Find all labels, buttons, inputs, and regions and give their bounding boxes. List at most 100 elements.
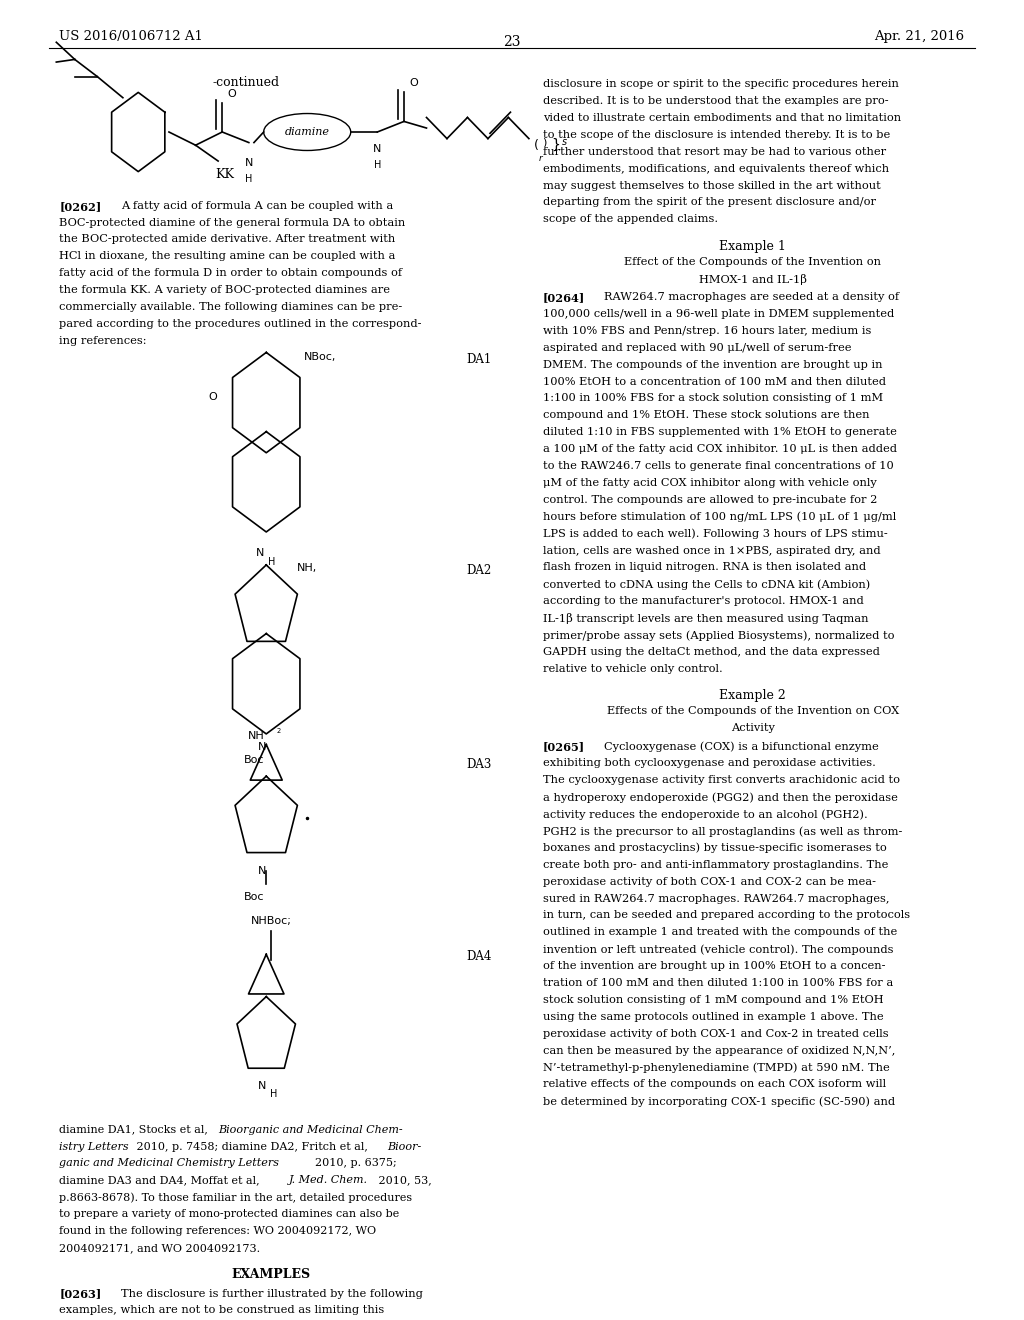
Text: 2010, p. 7458; diamine DA2, Fritch et al,: 2010, p. 7458; diamine DA2, Fritch et al…	[133, 1142, 372, 1151]
Text: 23: 23	[503, 36, 521, 49]
Text: create both pro- and anti-inflammatory prostaglandins. The: create both pro- and anti-inflammatory p…	[543, 859, 888, 870]
Text: to the scope of the disclosure is intended thereby. It is to be: to the scope of the disclosure is intend…	[543, 129, 890, 140]
Text: according to the manufacturer's protocol. HMOX-1 and: according to the manufacturer's protocol…	[543, 597, 863, 606]
Text: s: s	[562, 137, 567, 148]
Text: DA4: DA4	[466, 949, 492, 962]
Text: }: }	[552, 139, 560, 152]
Text: [0263]: [0263]	[59, 1288, 101, 1299]
Text: found in the following references: WO 2004092172, WO: found in the following references: WO 20…	[59, 1226, 377, 1236]
Text: of the invention are brought up in 100% EtOH to a concen-: of the invention are brought up in 100% …	[543, 961, 885, 972]
Text: Effect of the Compounds of the Invention on: Effect of the Compounds of the Invention…	[625, 256, 881, 267]
Text: N: N	[245, 158, 253, 169]
Text: aspirated and replaced with 90 μL/well of serum-free: aspirated and replaced with 90 μL/well o…	[543, 343, 851, 352]
Text: O: O	[208, 392, 217, 403]
Text: NBoc,: NBoc,	[304, 351, 337, 362]
Text: diamine: diamine	[285, 127, 330, 137]
Text: sured in RAW264.7 macrophages. RAW264.7 macrophages,: sured in RAW264.7 macrophages. RAW264.7 …	[543, 894, 889, 904]
Text: PGH2 is the precursor to all prostaglandins (as well as throm-: PGH2 is the precursor to all prostagland…	[543, 826, 902, 837]
Text: N: N	[258, 1081, 266, 1092]
Text: boxanes and prostacyclins) by tissue-specific isomerases to: boxanes and prostacyclins) by tissue-spe…	[543, 843, 887, 854]
Text: BOC-protected diamine of the general formula DA to obtain: BOC-protected diamine of the general for…	[59, 218, 406, 227]
Text: Example 1: Example 1	[719, 240, 786, 252]
Text: Apr. 21, 2016: Apr. 21, 2016	[874, 30, 965, 44]
Text: NH: NH	[248, 731, 264, 742]
Text: Boc: Boc	[244, 892, 264, 903]
Text: Bioorganic and Medicinal Chem-: Bioorganic and Medicinal Chem-	[218, 1125, 402, 1135]
Text: Bioor-: Bioor-	[387, 1142, 421, 1151]
Text: a 100 μM of the fatty acid COX inhibitor. 10 μL is then added: a 100 μM of the fatty acid COX inhibitor…	[543, 444, 897, 454]
Text: KK: KK	[216, 168, 234, 181]
Text: may suggest themselves to those skilled in the art without: may suggest themselves to those skilled …	[543, 181, 881, 190]
Text: p.8663-8678). To those familiar in the art, detailed procedures: p.8663-8678). To those familiar in the a…	[59, 1192, 413, 1203]
Text: US 2016/0106712 A1: US 2016/0106712 A1	[59, 30, 204, 44]
Text: peroxidase activity of both COX-1 and Cox-2 in treated cells: peroxidase activity of both COX-1 and Co…	[543, 1028, 889, 1039]
Text: O: O	[410, 78, 418, 88]
Text: vided to illustrate certain embodiments and that no limitation: vided to illustrate certain embodiments …	[543, 114, 901, 123]
Text: 100% EtOH to a concentration of 100 mM and then diluted: 100% EtOH to a concentration of 100 mM a…	[543, 376, 886, 387]
Text: N’-tetramethyl-p-phenylenediamine (TMPD) at 590 nM. The: N’-tetramethyl-p-phenylenediamine (TMPD)…	[543, 1063, 890, 1073]
Text: N: N	[258, 742, 266, 752]
Text: exhibiting both cyclooxygenase and peroxidase activities.: exhibiting both cyclooxygenase and perox…	[543, 759, 876, 768]
Text: diamine DA1, Stocks et al,: diamine DA1, Stocks et al,	[59, 1125, 212, 1135]
Text: N: N	[258, 866, 266, 876]
Text: -continued: -continued	[212, 75, 280, 88]
Text: The cyclooxygenase activity first converts arachidonic acid to: The cyclooxygenase activity first conver…	[543, 775, 900, 785]
Text: NHBoc;: NHBoc;	[251, 916, 292, 927]
Text: outlined in example 1 and treated with the compounds of the: outlined in example 1 and treated with t…	[543, 928, 897, 937]
Text: relative effects of the compounds on each COX isoform will: relative effects of the compounds on eac…	[543, 1080, 886, 1089]
Text: $_2$: $_2$	[276, 726, 283, 737]
Text: primer/probe assay sets (Applied Biosystems), normalized to: primer/probe assay sets (Applied Biosyst…	[543, 630, 894, 640]
Text: 1:100 in 100% FBS for a stock solution consisting of 1 mM: 1:100 in 100% FBS for a stock solution c…	[543, 393, 883, 404]
Text: DA2: DA2	[466, 564, 492, 577]
Text: 2010, p. 6375;: 2010, p. 6375;	[308, 1159, 397, 1168]
Text: EXAMPLES: EXAMPLES	[231, 1269, 311, 1282]
Text: diamine DA3 and DA4, Moffat et al,: diamine DA3 and DA4, Moffat et al,	[59, 1175, 263, 1185]
Text: r: r	[540, 154, 543, 164]
Text: H: H	[374, 160, 381, 170]
Text: be determined by incorporating COX-1 specific (SC-590) and: be determined by incorporating COX-1 spe…	[543, 1097, 895, 1107]
Text: scope of the appended claims.: scope of the appended claims.	[543, 214, 718, 224]
Text: compound and 1% EtOH. These stock solutions are then: compound and 1% EtOH. These stock soluti…	[543, 411, 869, 420]
Text: examples, which are not to be construed as limiting this: examples, which are not to be construed …	[59, 1305, 385, 1316]
Text: [0262]: [0262]	[59, 201, 101, 211]
Text: using the same protocols outlined in example 1 above. The: using the same protocols outlined in exa…	[543, 1012, 884, 1022]
Text: relative to vehicle only control.: relative to vehicle only control.	[543, 664, 723, 673]
Text: J. Med. Chem.: J. Med. Chem.	[289, 1175, 368, 1185]
Text: activity reduces the endoperoxide to an alcohol (PGH2).: activity reduces the endoperoxide to an …	[543, 809, 867, 820]
Text: ): )	[543, 137, 547, 148]
Text: HMOX-1 and IL-1β: HMOX-1 and IL-1β	[698, 273, 807, 285]
Text: N: N	[256, 548, 264, 558]
Text: lation, cells are washed once in 1×PBS, aspirated dry, and: lation, cells are washed once in 1×PBS, …	[543, 545, 881, 556]
Text: 100,000 cells/well in a 96-well plate in DMEM supplemented: 100,000 cells/well in a 96-well plate in…	[543, 309, 894, 319]
Text: disclosure in scope or spirit to the specific procedures herein: disclosure in scope or spirit to the spe…	[543, 79, 899, 90]
Text: RAW264.7 macrophages are seeded at a density of: RAW264.7 macrophages are seeded at a den…	[604, 292, 899, 302]
Text: departing from the spirit of the present disclosure and/or: departing from the spirit of the present…	[543, 198, 876, 207]
Text: IL-1β transcript levels are then measured using Taqman: IL-1β transcript levels are then measure…	[543, 612, 868, 624]
Text: N: N	[373, 144, 382, 154]
Text: HCl in dioxane, the resulting amine can be coupled with a: HCl in dioxane, the resulting amine can …	[59, 251, 395, 261]
Text: Cyclooxygenase (COX) is a bifunctional enzyme: Cyclooxygenase (COX) is a bifunctional e…	[604, 742, 879, 752]
Text: O: O	[227, 88, 237, 99]
Text: istry Letters: istry Letters	[59, 1142, 129, 1151]
Text: A fatty acid of formula A can be coupled with a: A fatty acid of formula A can be coupled…	[121, 201, 393, 211]
Text: fatty acid of the formula D in order to obtain compounds of: fatty acid of the formula D in order to …	[59, 268, 402, 279]
Text: DA1: DA1	[466, 352, 492, 366]
Text: Boc: Boc	[244, 755, 264, 766]
Text: described. It is to be understood that the examples are pro-: described. It is to be understood that t…	[543, 96, 889, 106]
Text: commercially available. The following diamines can be pre-: commercially available. The following di…	[59, 302, 402, 312]
Text: Activity: Activity	[731, 723, 774, 733]
Text: [0264]: [0264]	[543, 292, 585, 304]
Text: control. The compounds are allowed to pre-incubate for 2: control. The compounds are allowed to pr…	[543, 495, 878, 504]
Text: invention or left untreated (vehicle control). The compounds: invention or left untreated (vehicle con…	[543, 944, 893, 954]
Text: DMEM. The compounds of the invention are brought up in: DMEM. The compounds of the invention are…	[543, 359, 883, 370]
Text: Example 2: Example 2	[719, 689, 786, 702]
Text: 2010, 53,: 2010, 53,	[375, 1175, 431, 1185]
Text: μM of the fatty acid COX inhibitor along with vehicle only: μM of the fatty acid COX inhibitor along…	[543, 478, 877, 488]
Text: to the RAW246.7 cells to generate final concentrations of 10: to the RAW246.7 cells to generate final …	[543, 461, 894, 471]
Text: diluted 1:10 in FBS supplemented with 1% EtOH to generate: diluted 1:10 in FBS supplemented with 1%…	[543, 428, 897, 437]
Text: embodiments, modifications, and equivalents thereof which: embodiments, modifications, and equivale…	[543, 164, 889, 174]
Text: ganic and Medicinal Chemistry Letters: ganic and Medicinal Chemistry Letters	[59, 1159, 280, 1168]
Text: H: H	[245, 174, 253, 185]
Text: (: (	[535, 139, 539, 152]
Text: H: H	[269, 1089, 278, 1100]
